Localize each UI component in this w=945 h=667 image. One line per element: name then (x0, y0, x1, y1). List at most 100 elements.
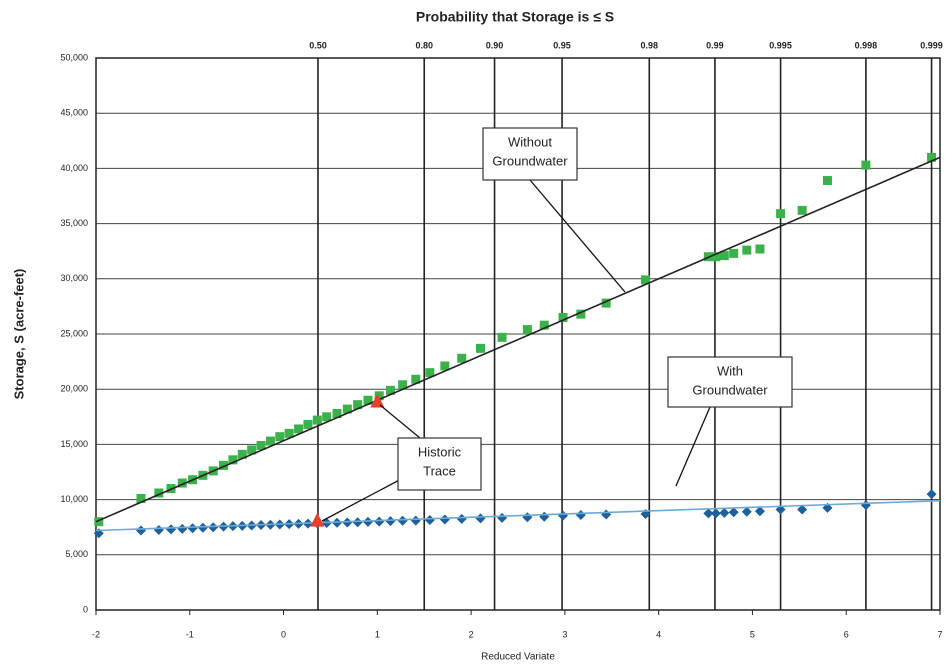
top-tick-label: 0.80 (415, 40, 433, 50)
plot-frame (95, 57, 941, 611)
x-axis-label: Reduced Variate (481, 652, 555, 663)
point (208, 522, 219, 533)
y-tick-label: 50,000 (60, 52, 88, 62)
point (926, 489, 937, 500)
point (728, 507, 739, 518)
annotation-text: Without (508, 134, 552, 149)
x-tick-label: -2 (92, 629, 100, 639)
point (475, 513, 486, 524)
point (439, 514, 450, 525)
point (601, 298, 611, 308)
point (154, 488, 164, 498)
point (385, 385, 395, 395)
point (601, 509, 612, 520)
point (558, 510, 569, 521)
point (776, 209, 786, 219)
annotation-box (482, 127, 578, 181)
top-tick-label: 0.999 (920, 40, 943, 50)
point (362, 516, 373, 527)
point (425, 368, 435, 378)
point (284, 428, 294, 438)
annotation-arrow (379, 404, 421, 439)
point (410, 515, 421, 526)
y-tick-label: 30,000 (60, 273, 88, 283)
point (342, 517, 353, 528)
point (522, 512, 533, 523)
x-tick-label: -1 (186, 629, 194, 639)
top-tick-label: 0.95 (553, 40, 571, 50)
top-tick-label: 0.98 (641, 40, 659, 50)
point (797, 504, 808, 515)
point (265, 436, 275, 446)
point (332, 408, 342, 418)
point (522, 325, 532, 335)
top-tick-label: 0.50 (309, 40, 327, 50)
point (94, 517, 104, 527)
point (640, 508, 651, 519)
point (424, 515, 435, 526)
top-tick-label: 0.99 (706, 40, 724, 50)
point (754, 506, 765, 517)
point (247, 445, 257, 455)
x-tick-label: 0 (281, 629, 286, 639)
point (398, 380, 408, 390)
point (440, 361, 450, 371)
y-tick-label: 0 (83, 604, 88, 614)
point (711, 252, 721, 262)
point (797, 205, 807, 215)
y-tick-label: 45,000 (60, 108, 88, 118)
x-tick-label: 2 (469, 629, 474, 639)
chart-title: Probability that Storage is ≤ S (416, 9, 614, 25)
point (374, 516, 385, 527)
top-tick-label: 0.998 (855, 40, 878, 50)
x-tick-label: 6 (844, 629, 849, 639)
point (342, 404, 352, 414)
point (703, 508, 714, 519)
x-tick-label: 5 (750, 629, 755, 639)
y-tick-label: 25,000 (60, 328, 88, 338)
annotation-text: With (717, 363, 743, 378)
point (177, 523, 188, 534)
x-tick-label: 3 (562, 629, 567, 639)
point (166, 524, 177, 535)
point (294, 424, 304, 434)
fit-line (95, 156, 941, 523)
point (370, 393, 385, 408)
y-axis-label: Storage, S (acre-feet) (11, 269, 26, 400)
point (256, 441, 266, 451)
point (385, 516, 396, 527)
point (136, 493, 146, 503)
y-tick-label: 35,000 (60, 218, 88, 228)
point (312, 415, 322, 425)
point (310, 512, 325, 527)
point (710, 508, 721, 519)
annotation-arrow (321, 476, 406, 522)
point (456, 513, 467, 524)
point (411, 374, 421, 384)
annotation-arrow (675, 406, 711, 487)
annotation-box (397, 437, 482, 491)
point (237, 449, 247, 459)
point (927, 152, 937, 162)
point (352, 517, 363, 528)
annotation-text: Trace (423, 463, 456, 478)
point (397, 515, 408, 526)
fit-line (95, 499, 941, 532)
point (729, 248, 739, 258)
point (303, 420, 313, 430)
annotation-box (667, 356, 793, 408)
point (539, 320, 549, 330)
x-tick-label: 1 (375, 629, 380, 639)
point (457, 353, 467, 363)
point (641, 275, 651, 285)
x-tick-label: 4 (656, 629, 661, 639)
point (153, 524, 164, 535)
top-tick-label: 0.90 (486, 40, 504, 50)
y-tick-label: 20,000 (60, 384, 88, 394)
top-tick-label: 0.995 (769, 40, 792, 50)
point (136, 525, 147, 536)
point (475, 343, 485, 353)
annotation-text: Historic (418, 444, 462, 459)
point (860, 500, 871, 511)
annotation-arrow (529, 179, 626, 293)
